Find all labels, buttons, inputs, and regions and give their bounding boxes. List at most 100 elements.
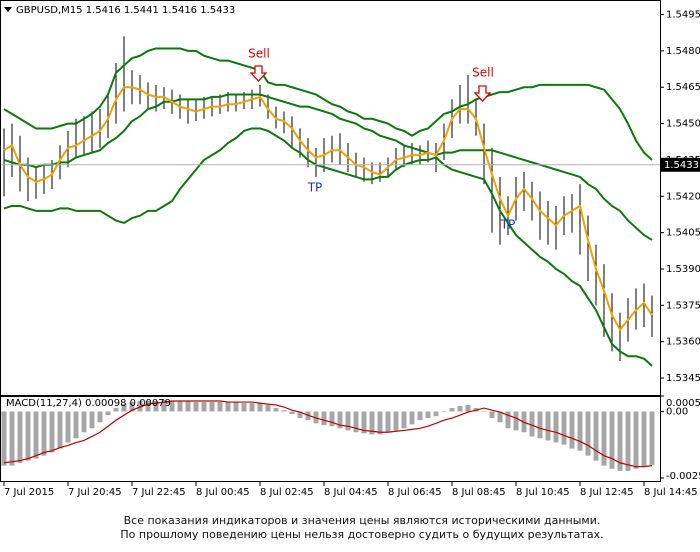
macd-bar — [537, 411, 543, 439]
macd-bar — [497, 411, 503, 423]
macd-bar — [233, 402, 239, 412]
disclaimer: По прошлому поведению цены нельзя достов… — [120, 528, 603, 541]
macd-bar — [265, 404, 271, 412]
macd-bar — [345, 411, 351, 431]
macd-bar — [585, 411, 591, 456]
x-tick-label: 8 Jul 12:45 — [580, 487, 634, 498]
macd-bar — [65, 411, 71, 443]
menu-icon[interactable] — [4, 7, 12, 12]
macd-bar — [81, 411, 87, 433]
macd-bar — [129, 402, 135, 412]
current-price-box — [661, 157, 700, 172]
macd-bar — [137, 400, 143, 412]
macd-bar — [361, 411, 367, 434]
macd-bar — [433, 411, 439, 417]
macd-bar — [289, 411, 295, 415]
macd-bar — [401, 411, 407, 429]
macd-bar — [593, 411, 599, 461]
macd-bar — [601, 411, 607, 466]
macd-bar — [273, 408, 279, 412]
macd-bar — [505, 411, 511, 429]
macd-bar — [385, 411, 391, 433]
x-tick-label: 8 Jul 06:45 — [388, 487, 442, 498]
macd-bar — [465, 404, 471, 412]
macd-bar — [161, 399, 167, 412]
price-panel-frame — [0, 0, 661, 396]
macd-bar — [625, 411, 631, 471]
sell-arrow — [473, 85, 492, 102]
macd-bar — [17, 411, 23, 463]
y-tick-label: 1.5480 — [666, 46, 700, 57]
macd-bar — [145, 400, 151, 412]
macd-bar — [25, 411, 31, 461]
macd-bar — [329, 411, 335, 427]
macd-panel-frame — [0, 396, 661, 482]
macd-bar — [105, 411, 111, 416]
macd-bar — [185, 400, 191, 412]
macd-bar — [257, 403, 263, 412]
macd-bar — [553, 411, 559, 443]
macd-bar — [617, 411, 623, 471]
macd-bar — [649, 411, 655, 465]
macd-title: MACD(11,27,4) 0.00098 0.00079 — [6, 398, 171, 409]
signal-line — [3, 400, 653, 468]
current-price-label: 1.5433 — [664, 160, 699, 171]
macd-bar — [41, 411, 47, 456]
y-tick-label: 0.00 — [666, 407, 688, 418]
macd-bar — [481, 411, 487, 413]
macd-bar — [121, 404, 127, 412]
macd-bar — [33, 411, 39, 459]
y-tick-label: 1.5360 — [666, 337, 700, 348]
macd-bar — [641, 411, 647, 467]
macd-bar — [153, 400, 159, 412]
macd-bar — [409, 411, 415, 425]
y-tick-label: 0.00059 — [666, 398, 700, 409]
macd-bar — [513, 411, 519, 431]
y-tick-label: 1.5375 — [666, 300, 700, 311]
macd-bar — [337, 411, 343, 429]
x-tick-label: 7 Jul 20:45 — [68, 487, 122, 498]
band-line — [3, 93, 653, 241]
tp-label: TP — [307, 181, 323, 195]
macd-bar — [457, 405, 463, 412]
x-tick-label: 8 Jul 08:45 — [452, 487, 506, 498]
sell-label: Sell — [248, 47, 270, 61]
macd-bar — [321, 411, 327, 426]
macd-bar — [569, 411, 575, 449]
macd-bar — [57, 411, 63, 449]
macd-bar — [441, 411, 447, 413]
x-tick-label: 8 Jul 02:45 — [260, 487, 314, 498]
macd-bar — [449, 408, 455, 412]
macd-bar — [49, 411, 55, 453]
macd-bar — [353, 411, 359, 433]
chart-title: GBPUSD,M15 1.5416 1.5441 1.5416 1.5433 — [16, 5, 235, 16]
macd-bar — [249, 403, 255, 412]
macd-bar — [377, 411, 383, 435]
macd-bar — [169, 400, 175, 412]
macd-bar — [425, 411, 431, 419]
macd-bar — [201, 402, 207, 412]
macd-bar — [305, 411, 311, 421]
macd-bar — [1, 411, 7, 466]
x-tick-label: 8 Jul 04:45 — [324, 487, 378, 498]
y-tick-label: 1.5450 — [666, 119, 700, 130]
sell-label: Sell — [472, 66, 494, 80]
macd-bar — [177, 400, 183, 412]
band-line — [3, 47, 653, 161]
macd-bar — [417, 411, 423, 421]
x-tick-label: 7 Jul 2015 — [4, 487, 54, 498]
macd-bar — [73, 411, 79, 439]
macd-bar — [113, 408, 119, 412]
macd-bar — [9, 411, 15, 466]
macd-bar — [89, 411, 95, 429]
moving-average-line — [3, 86, 653, 331]
tp-label: TP — [500, 218, 516, 232]
macd-bar — [633, 411, 639, 469]
y-tick-label: 1.5405 — [666, 228, 700, 239]
y-tick-label: 1.5495 — [666, 10, 700, 21]
y-tick-label: -0.00253 — [666, 471, 700, 482]
macd-bar — [369, 411, 375, 435]
y-tick-label: 1.5345 — [666, 373, 700, 384]
macd-bar — [609, 411, 615, 469]
